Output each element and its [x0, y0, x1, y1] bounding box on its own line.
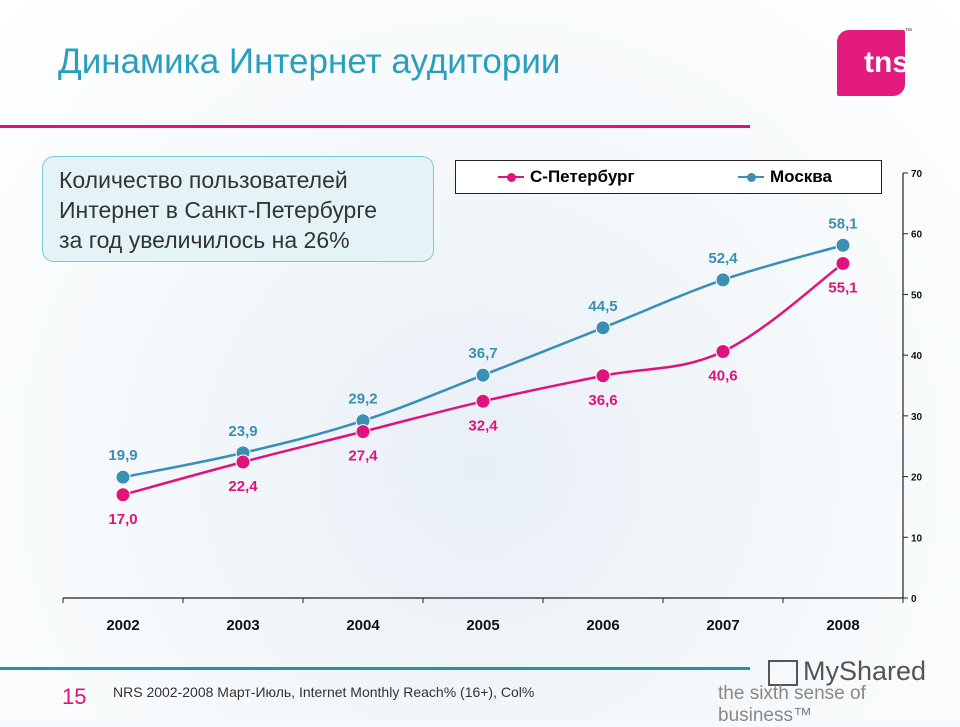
y-tick-label: 30: [911, 412, 923, 423]
data-label: 17,0: [108, 511, 137, 528]
data-point: [475, 393, 491, 409]
callout-line: Интернет в Санкт-Петербурге: [59, 197, 378, 223]
watermark-logo: MyShared: [803, 656, 927, 686]
x-tick-label: 2002: [106, 617, 139, 634]
data-label: 36,7: [468, 345, 497, 362]
data-point: [235, 454, 251, 470]
y-tick-label: 0: [911, 594, 917, 605]
callout-box: Количество пользователей Интернет в Санк…: [42, 156, 434, 262]
data-point: [115, 487, 131, 503]
x-tick-label: 2003: [226, 617, 259, 634]
data-label: 22,4: [228, 478, 258, 495]
x-tick-label: 2008: [826, 617, 859, 634]
data-label: 55,1: [828, 279, 857, 296]
y-tick-label: 20: [911, 473, 923, 484]
data-label: 58,1: [828, 215, 857, 232]
data-label: 52,4: [708, 250, 738, 267]
x-tick-label: 2006: [586, 617, 619, 634]
data-label: 23,9: [228, 423, 257, 440]
callout-line: Количество пользователей: [59, 167, 348, 193]
x-tick-label: 2005: [466, 617, 499, 634]
tns-logo: tns: [837, 30, 905, 96]
data-point: [595, 320, 611, 336]
data-label: 27,4: [348, 448, 378, 465]
legend-label: С-Петербург: [530, 167, 635, 186]
data-point: [475, 367, 491, 383]
page-number: 15: [62, 684, 87, 709]
data-point: [835, 255, 851, 271]
data-label: 44,5: [588, 298, 617, 315]
data-label: 40,6: [708, 368, 737, 385]
data-point: [355, 424, 371, 440]
chart-legend: С-Петербург Москва: [455, 160, 882, 194]
data-point: [715, 344, 731, 359]
y-tick-label: 60: [911, 230, 923, 241]
data-point: [595, 368, 611, 384]
data-label: 29,2: [348, 391, 377, 408]
x-tick-label: 2007: [706, 617, 739, 634]
y-tick-label: 10: [911, 533, 923, 544]
y-tick-label: 70: [911, 169, 923, 180]
data-label: 32,4: [468, 417, 498, 434]
tagline: the sixth sense of business™: [718, 683, 866, 726]
legend-item-spb: С-Петербург: [498, 167, 635, 187]
title-divider: [0, 125, 750, 128]
x-tick-label: 2004: [346, 617, 380, 634]
legend-item-moscow: Москва: [738, 167, 832, 187]
data-point: [115, 469, 131, 485]
data-point: [835, 237, 851, 253]
legend-marker-spb: [498, 172, 524, 182]
legend-marker-moscow: [738, 172, 764, 182]
data-point: [715, 272, 731, 288]
page-title: Динамика Интернет аудитории: [58, 42, 561, 81]
data-label: 36,6: [588, 392, 617, 409]
y-tick-label: 40: [911, 351, 923, 362]
footer-divider: [0, 667, 750, 670]
callout-line: за год увеличилось на 26%: [59, 227, 350, 253]
presentation-icon: [768, 660, 798, 686]
trademark: ™: [905, 28, 912, 35]
legend-label: Москва: [770, 167, 832, 186]
data-label: 19,9: [108, 447, 137, 464]
y-tick-label: 50: [911, 290, 923, 301]
source-note: NRS 2002-2008 Март-Июль, Internet Monthl…: [113, 684, 535, 700]
